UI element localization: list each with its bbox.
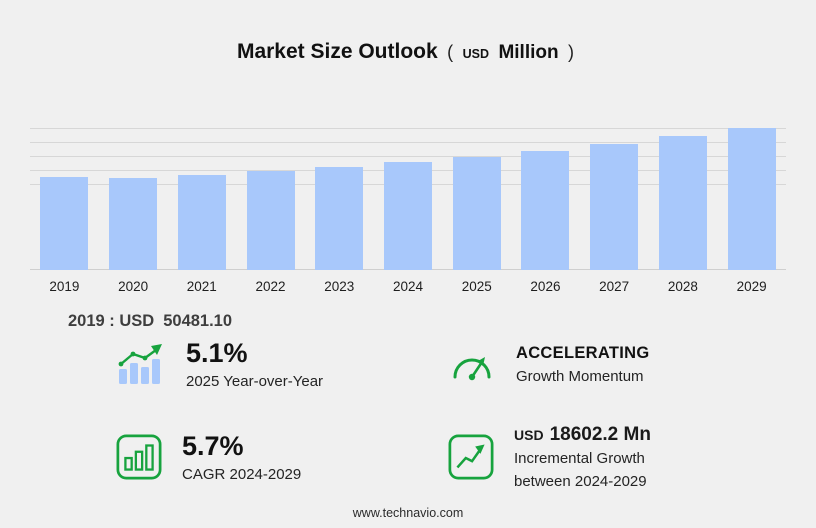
x-tick-label: 2027 xyxy=(599,279,630,294)
title-unit-usd: USD xyxy=(462,47,489,61)
bar-cell xyxy=(649,122,718,270)
base-year-label: 2019 : USD xyxy=(68,312,155,330)
bar-2028 xyxy=(658,136,707,270)
stat-incremental-growth: USD 18602.2 Mn Incremental Growth between… xyxy=(408,424,816,492)
title-unit-million: Million xyxy=(498,42,559,63)
bar-cell xyxy=(30,122,99,270)
x-tick-label: 2021 xyxy=(186,279,217,294)
bar-2024 xyxy=(383,162,432,270)
gridline xyxy=(30,128,786,129)
bar-cell xyxy=(236,122,305,270)
bar-2020 xyxy=(109,177,158,270)
bar-2029 xyxy=(727,127,776,270)
title-paren-close: ) xyxy=(568,42,575,62)
bar-cell xyxy=(99,122,168,270)
incremental-value: 18602.2 Mn xyxy=(549,423,651,445)
page-title: Market Size Outlook ( USD Million ) xyxy=(0,40,816,64)
base-year-callout: 2019 : USD 50481.10 xyxy=(68,312,232,331)
speedometer-icon xyxy=(448,345,496,385)
x-axis-labels: 2019 2020 2021 2022 2023 2024 2025 2026 2027 2028… xyxy=(30,279,786,294)
title-main: Market Size Outlook xyxy=(236,40,438,63)
incremental-label-line1: Incremental Growth xyxy=(514,450,645,468)
incremental-label-line2: between 2024-2029 xyxy=(514,472,647,490)
bar-plot xyxy=(30,122,786,270)
bar-cell xyxy=(511,122,580,270)
stat-text: USD 18602.2 Mn Incremental Growth between… xyxy=(514,424,651,492)
stat-text: 5.7% CAGR 2024-2029 xyxy=(182,431,301,485)
incremental-value-line: USD 18602.2 Mn xyxy=(514,424,651,447)
bar-cell xyxy=(442,122,511,270)
stat-text: ACCELERATING Growth Momentum xyxy=(516,343,649,387)
bar-2022 xyxy=(246,171,295,270)
yoy-bars-arrow-icon xyxy=(116,343,166,387)
gridline xyxy=(30,142,786,143)
stat-yoy-growth: 5.1% 2025 Year-over-Year xyxy=(0,338,408,392)
x-tick-label: 2028 xyxy=(667,279,698,294)
x-tick-label: 2020 xyxy=(118,279,149,294)
x-tick-label: 2019 xyxy=(49,279,80,294)
plot-area xyxy=(30,122,786,270)
title-paren-open: ( xyxy=(447,42,454,62)
stat-cagr: 5.7% CAGR 2024-2029 xyxy=(0,424,408,492)
yoy-label: 2025 Year-over-Year xyxy=(186,373,324,391)
cagr-bars-icon xyxy=(116,434,162,480)
cagr-value: 5.7% xyxy=(182,430,244,461)
bar-2026 xyxy=(521,151,570,270)
bar-cell xyxy=(305,122,374,270)
x-tick-label: 2029 xyxy=(736,279,767,294)
bar-2025 xyxy=(452,156,501,270)
stat-growth-momentum: ACCELERATING Growth Momentum xyxy=(408,338,816,392)
x-tick-label: 2024 xyxy=(392,279,424,294)
x-tick-label: 2025 xyxy=(461,279,492,294)
bar-cell xyxy=(167,122,236,270)
x-tick-label: 2026 xyxy=(530,279,561,294)
momentum-value: ACCELERATING xyxy=(516,343,650,362)
x-tick-label: 2023 xyxy=(324,279,355,294)
bar-2019 xyxy=(40,176,89,270)
cagr-label: CAGR 2024-2029 xyxy=(182,465,302,483)
bar-chart: 2019 2020 2021 2022 2023 2024 2025 2026 2027 2028… xyxy=(30,122,786,294)
bar-2027 xyxy=(590,144,639,270)
x-tick-label: 2022 xyxy=(255,279,286,294)
incremental-usd-prefix: USD xyxy=(514,426,544,443)
momentum-label: Growth Momentum xyxy=(516,368,644,386)
incremental-growth-icon xyxy=(448,434,494,480)
bar-2021 xyxy=(177,175,226,270)
base-year-value: 50481.10 xyxy=(163,312,233,330)
website-url: www.technavio.com xyxy=(352,506,464,520)
bar-cell xyxy=(717,122,786,270)
yoy-value: 5.1% xyxy=(186,338,248,368)
stat-text: 5.1% 2025 Year-over-Year xyxy=(186,338,323,392)
bar-cell xyxy=(580,122,649,270)
gridline xyxy=(30,156,786,157)
bar-cell xyxy=(374,122,443,270)
bar-2023 xyxy=(315,166,364,270)
stats-panel: 5.1% 2025 Year-over-Year ACCELERATING Gr… xyxy=(0,338,816,491)
